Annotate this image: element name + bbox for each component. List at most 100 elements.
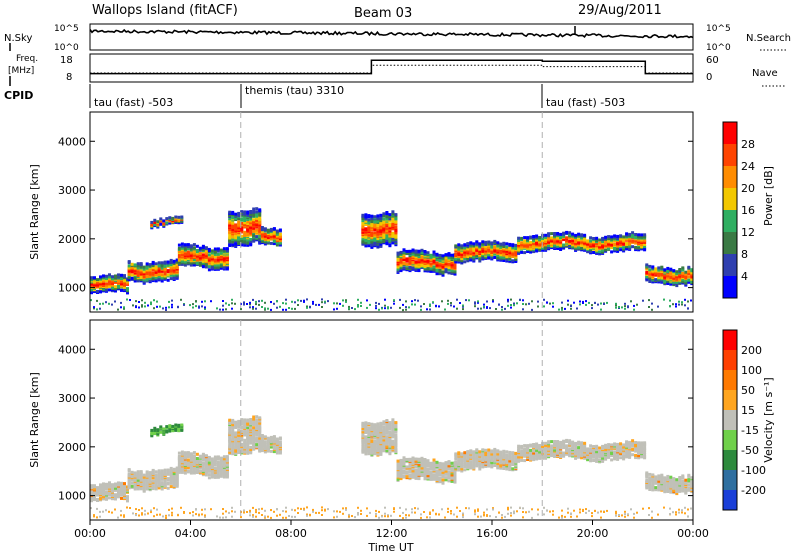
power-cell — [399, 299, 401, 301]
power-cell — [291, 308, 293, 310]
power-cell — [114, 301, 116, 303]
velocity-cell — [152, 480, 155, 483]
power-cell — [159, 223, 162, 226]
velocity-cell — [415, 458, 418, 461]
velocity-cell — [433, 474, 436, 477]
power-cell — [628, 233, 631, 236]
power-cell — [631, 240, 634, 243]
power-cell — [108, 288, 111, 291]
velocity-cell — [430, 462, 433, 465]
velocity-cell — [373, 439, 376, 442]
velocity-cell — [523, 447, 526, 450]
velocity-cell — [178, 455, 181, 458]
power-cell — [321, 306, 323, 308]
power-cell — [237, 221, 240, 224]
power-cell — [364, 213, 367, 216]
velocity-cell — [370, 440, 373, 443]
power-cell — [117, 309, 119, 311]
velocity-cell — [170, 485, 173, 488]
power-cell — [210, 300, 212, 302]
power-cell — [255, 301, 257, 303]
velocity-cell — [517, 445, 520, 448]
power-cell — [327, 300, 329, 302]
power-cell — [202, 245, 205, 248]
power-cell — [114, 275, 117, 278]
power-cell — [201, 301, 203, 303]
velocity-cell — [120, 482, 123, 485]
power-cell — [565, 231, 568, 234]
power-cell — [478, 242, 481, 245]
power-cell — [631, 231, 634, 234]
power-cell — [193, 243, 196, 246]
power-cell — [432, 301, 434, 303]
velocity-cell — [167, 477, 170, 480]
power-cell — [441, 300, 443, 302]
power-cell — [198, 306, 200, 308]
velocity-cell — [442, 478, 445, 481]
power-cell — [102, 303, 104, 305]
power-cell — [678, 304, 680, 306]
power-cell — [190, 244, 193, 247]
power-cell — [466, 242, 469, 245]
velocity-cell — [111, 483, 114, 486]
power-cell — [120, 289, 123, 292]
power-cell — [427, 251, 430, 254]
power-cell — [93, 306, 95, 308]
power-cell — [225, 308, 227, 310]
power-cell — [562, 232, 565, 235]
power-cell — [192, 307, 194, 309]
power-cell — [414, 304, 416, 306]
power-cell — [637, 233, 640, 236]
power-cell — [222, 309, 224, 311]
noise-right-label: N.Search — [746, 33, 791, 44]
power-cell — [660, 266, 663, 269]
power-cell — [150, 303, 152, 305]
velocity-cell — [505, 454, 508, 457]
colorbar-tick-label: 8 — [741, 248, 748, 261]
power-cell — [388, 223, 391, 226]
power-cell — [412, 249, 415, 252]
colorbar-tick-label: 16 — [741, 204, 755, 217]
colorbar-swatch — [723, 254, 737, 276]
power-cell — [408, 306, 410, 308]
power-cell — [577, 233, 580, 236]
power-cell — [556, 232, 559, 235]
power-cell — [409, 266, 412, 269]
velocity-cell — [529, 449, 532, 452]
colorbar-tick-label: 20 — [741, 182, 755, 195]
power-cell — [261, 306, 263, 308]
power-cell — [177, 216, 180, 219]
power-cell — [406, 267, 409, 270]
power-cell — [643, 233, 646, 236]
plot-title: Wallops Island (fitACF) — [92, 3, 238, 18]
power-cell — [454, 253, 457, 256]
power-cell — [442, 270, 445, 273]
velocity-cell — [165, 429, 168, 432]
power-cell — [300, 300, 302, 302]
power-cell — [135, 300, 137, 302]
velocity-cell — [193, 451, 196, 454]
power-cell — [249, 210, 252, 213]
velocity-cell — [223, 455, 226, 458]
power-cell — [171, 217, 174, 220]
power-cell — [226, 247, 229, 250]
power-cell — [430, 254, 433, 257]
power-cell — [615, 307, 617, 309]
velocity-cell — [137, 470, 140, 473]
power-cell — [105, 282, 108, 285]
velocity-cell — [267, 437, 270, 440]
power-cell — [444, 309, 446, 311]
freq-panel-frame — [90, 54, 693, 82]
power-cell — [391, 210, 394, 213]
power-cell — [156, 306, 158, 308]
power-cell — [520, 251, 523, 254]
velocity-cell — [208, 473, 211, 476]
beam-label: Beam 03 — [354, 6, 412, 21]
power-cell — [624, 305, 626, 307]
power-cell — [586, 239, 589, 242]
velocity-cell — [255, 443, 258, 446]
power-cell — [604, 236, 607, 239]
power-cell — [598, 250, 601, 253]
velocity-cell — [264, 441, 267, 444]
velocity-cell — [193, 454, 196, 457]
